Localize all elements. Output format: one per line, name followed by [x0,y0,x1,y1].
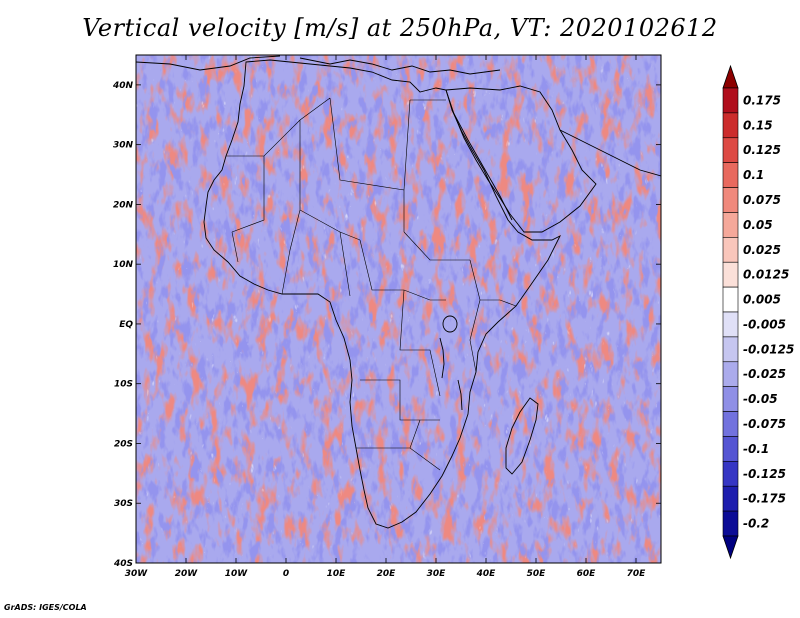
colorbar-segment [722,411,739,437]
colorbar-segment [722,461,739,487]
latitude-axis: 40N 30N 20N 10N EQ 10S 20S 30S 40S [112,81,661,569]
colorbar-label: 0.125 [743,143,781,157]
colorbar-segment [722,485,739,512]
colorbar-label: 0.15 [743,118,773,132]
colorbar-label: 0.0125 [743,268,789,282]
colorbar-label: 0.05 [743,218,773,232]
lat-label: 30S [114,499,133,509]
colorbar-label: -0.125 [743,467,786,481]
lon-label: 30W [125,569,149,579]
lat-label: 20S [114,439,133,449]
colorbar-segment [722,137,739,163]
lat-label: 10N [113,260,134,270]
lat-label: 30N [113,141,134,151]
lat-label: 20N [113,200,134,210]
lat-label: 40N [112,81,134,91]
colorbar-segment [722,187,739,213]
lon-label: 60E [577,569,597,579]
colorbar-label: 0.005 [743,293,781,307]
field-white-streaks [136,55,661,563]
grads-credit: GrADS: IGES/COLA [4,603,87,612]
colorbar-label: 0.075 [743,193,781,207]
colorbar-segment [722,361,739,387]
border-lines [226,97,517,471]
map-title: Vertical velocity [m/s] at 250hPa, VT: 2… [82,14,718,42]
colorbar-segment [722,286,739,313]
lon-label: 0 [283,569,289,579]
colorbar-segment [722,386,739,412]
lake-victoria [442,315,458,333]
colorbar-label: 0.025 [743,243,781,257]
lon-label: 20W [175,569,199,579]
colorbar-top-arrow [722,64,739,89]
lon-label: 40E [476,569,497,579]
colorbar-label: -0.2 [743,517,769,531]
persian-gulf-coast [559,129,661,177]
colorbar-segment [722,261,739,288]
lat-label: EQ [119,320,133,330]
country-borders [226,97,517,471]
colorbar-segment [722,237,739,263]
colorbar-segment [722,510,739,537]
plot-frame [135,54,662,564]
colorbar-label: -0.0125 [743,342,794,356]
colorbar-label: -0.005 [743,317,786,331]
colorbar-label: 0.1 [743,168,764,182]
colorbar-segment [722,311,739,338]
colorbar-segment [722,87,739,114]
madagascar-coastline [505,397,539,475]
colorbar-segment [722,112,739,139]
arabia-coastline [445,85,597,233]
colorbar-bottom-arrow [722,535,739,560]
colorbar-segment [722,162,739,188]
colorbar-label: -0.075 [743,417,786,431]
lon-label: 70E [627,569,647,579]
colorbar-label: -0.025 [743,367,786,381]
longitude-axis: 30W 20W 10W 0 10E 20E 30E 40E 50E 60E 70E [125,55,646,579]
velocity-field [136,55,661,563]
lake-malawi [457,379,463,411]
red-sea-coast [451,109,513,221]
colorbar-label: -0.05 [743,392,778,406]
colorbar-label: 0.175 [743,93,781,107]
coastlines [136,55,661,529]
colorbar-segment [722,212,739,238]
lon-label: 10W [225,569,249,579]
lake-tanganyika [439,337,445,379]
lon-label: 30E [427,569,447,579]
colorbar-label: -0.1 [743,442,769,456]
lat-label: 40S [113,559,133,569]
colorbar-segment [722,436,739,462]
lat-label: 10S [114,380,133,390]
colorbar-segment [722,336,739,363]
lon-label: 50E [527,569,547,579]
europe-coastline [136,55,501,75]
colorbar: 0.175 0.15 0.125 0.1 0.075 0.05 0.025 0.0125 0.0… [722,64,794,560]
lon-label: 10E [327,569,347,579]
lon-label: 20E [377,569,397,579]
colorbar-label: -0.175 [743,492,786,506]
